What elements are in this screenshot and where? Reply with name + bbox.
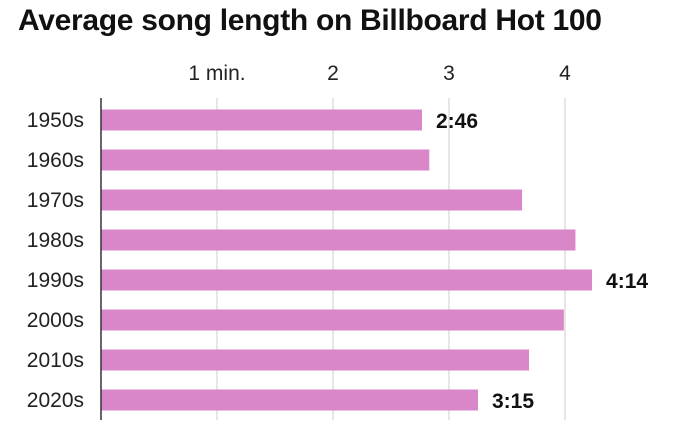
category-label: 2000s: [27, 309, 84, 332]
category-labels: 1950s 1960s 1970s 1980s 1990s 2000s 2010s 2020s: [27, 109, 84, 412]
x-tick-label: 4: [559, 62, 571, 85]
data-labels: 2:46 4:14 3:15: [436, 110, 648, 413]
category-label: 1990s: [27, 269, 84, 292]
category-label: 1960s: [27, 149, 84, 172]
data-label: 2:46: [436, 110, 478, 133]
bar-1980s: [101, 229, 576, 251]
category-label: 1950s: [27, 109, 84, 132]
bar-2010s: [101, 349, 530, 371]
x-tick-label: 2: [327, 62, 339, 85]
bars: [101, 109, 593, 411]
x-tick-label: 3: [443, 62, 455, 85]
bar-2000s: [101, 309, 564, 331]
bar-1990s: [101, 269, 593, 291]
chart-title: Average song length on Billboard Hot 100: [18, 4, 602, 37]
category-label: 2020s: [27, 389, 84, 412]
gridlines: [216, 98, 566, 420]
category-label: 1970s: [27, 189, 84, 212]
bar-2020s: [101, 389, 478, 411]
category-label: 1980s: [27, 229, 84, 252]
data-label: 4:14: [606, 270, 648, 293]
bar-1950s: [101, 109, 422, 131]
bar-1960s: [101, 149, 430, 171]
x-tick-labels: 1 min. 2 3 4: [188, 62, 571, 85]
x-tick-label: 1 min.: [188, 62, 245, 85]
bar-1970s: [101, 189, 523, 211]
category-label: 2010s: [27, 349, 84, 372]
data-label: 3:15: [492, 390, 534, 413]
